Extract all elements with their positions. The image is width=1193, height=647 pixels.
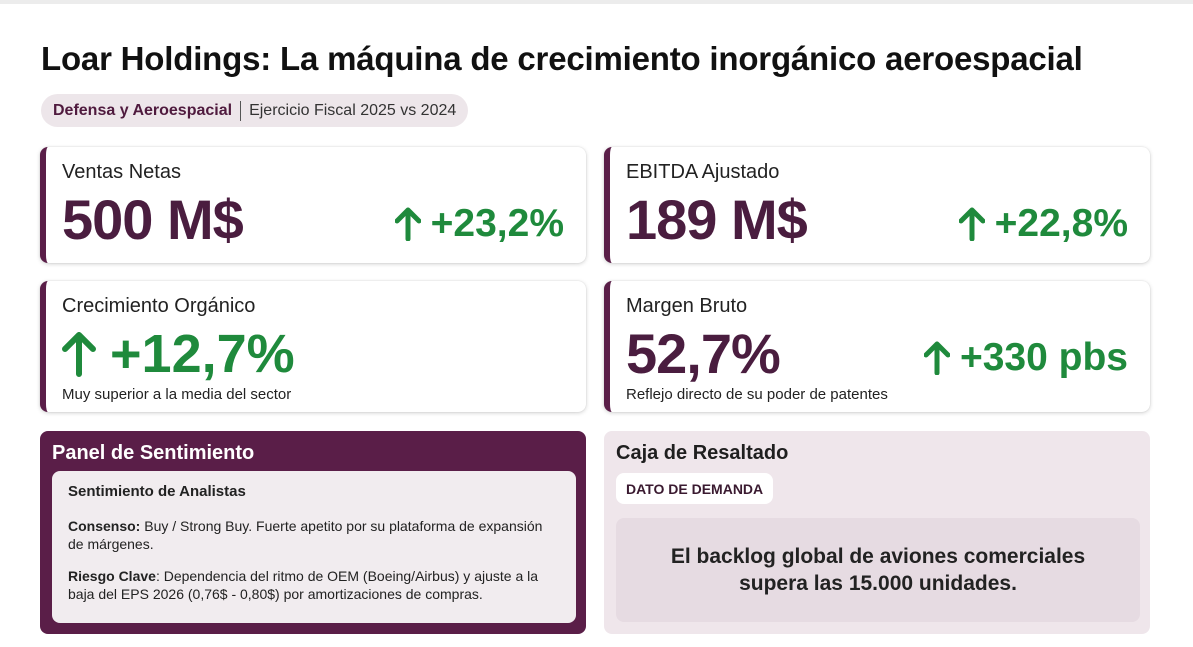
arrow-up-icon	[394, 207, 421, 241]
card-value: 52,7%	[626, 322, 781, 385]
analyst-sentiment-title: Sentimiento de Analistas	[68, 483, 246, 500]
top-border	[0, 0, 1193, 4]
consensus-label: Consenso:	[68, 518, 141, 534]
highlight-text-box: El backlog global de aviones comerciales…	[616, 518, 1140, 622]
ebitda-card: EBITDA Ajustado 189 M$ +22,8%	[604, 147, 1150, 263]
demand-tag: DATO DE DEMANDA	[616, 473, 774, 504]
card-note: Muy superior a la media del sector	[62, 386, 292, 403]
page-title: Loar Holdings: La máquina de crecimiento…	[41, 40, 1083, 77]
arrow-up-icon	[923, 341, 950, 375]
gross-margin-card: Margen Bruto 52,7% +330 pbs Reflejo dire…	[604, 281, 1150, 412]
organic-growth-card: Crecimiento Orgánico +12,7% Muy superior…	[40, 281, 586, 412]
analyst-sentiment-box: Sentimiento de Analistas Consenso: Buy /…	[52, 471, 576, 623]
arrow-up-icon	[958, 207, 985, 241]
sector-label: Defensa y Aeroespacial	[53, 101, 233, 119]
card-label: Margen Bruto	[626, 295, 748, 317]
card-value-group: +12,7%	[62, 323, 295, 385]
card-value: 189 M$	[626, 188, 808, 251]
period-label: Ejercicio Fiscal 2025 vs 2024	[249, 101, 457, 119]
card-value: 500 M$	[62, 188, 244, 251]
card-label: EBITDA Ajustado	[626, 161, 780, 183]
delta-value: +23,2%	[430, 202, 564, 245]
risk-label: Riesgo Clave	[68, 568, 156, 584]
card-label: Ventas Netas	[62, 161, 181, 183]
panel-title: Caja de Resaltado	[616, 442, 789, 464]
consensus-body: Buy / Strong Buy. Fuerte apetito por su …	[68, 518, 543, 552]
category-pill: Defensa y Aeroespacial Ejercicio Fiscal …	[41, 94, 469, 127]
sentiment-panel: Panel de Sentimiento Sentimiento de Anal…	[40, 431, 586, 634]
consensus-text: Consenso: Buy / Strong Buy. Fuerte apeti…	[68, 517, 560, 553]
net-sales-card: Ventas Netas 500 M$ +23,2%	[40, 147, 586, 263]
card-delta: +330 pbs	[923, 336, 1128, 380]
delta-value: +22,8%	[994, 202, 1128, 245]
delta-value: +330 pbs	[959, 336, 1128, 379]
card-delta: +22,8%	[958, 202, 1128, 246]
divider	[240, 100, 242, 121]
highlight-panel: Caja de Resaltado DATO DE DEMANDA El bac…	[604, 431, 1150, 634]
risk-text: Riesgo Clave: Dependencia del ritmo de O…	[68, 567, 560, 603]
card-delta: +23,2%	[394, 202, 564, 246]
highlight-text: El backlog global de aviones comerciales…	[670, 545, 1086, 595]
card-note: Reflejo directo de su poder de patentes	[626, 386, 888, 403]
card-value: +12,7%	[110, 324, 295, 384]
panel-title: Panel de Sentimiento	[52, 442, 255, 464]
risk-body: : Dependencia del ritmo de OEM (Boeing/A…	[68, 568, 539, 602]
card-label: Crecimiento Orgánico	[62, 295, 256, 317]
arrow-up-icon	[62, 332, 96, 377]
